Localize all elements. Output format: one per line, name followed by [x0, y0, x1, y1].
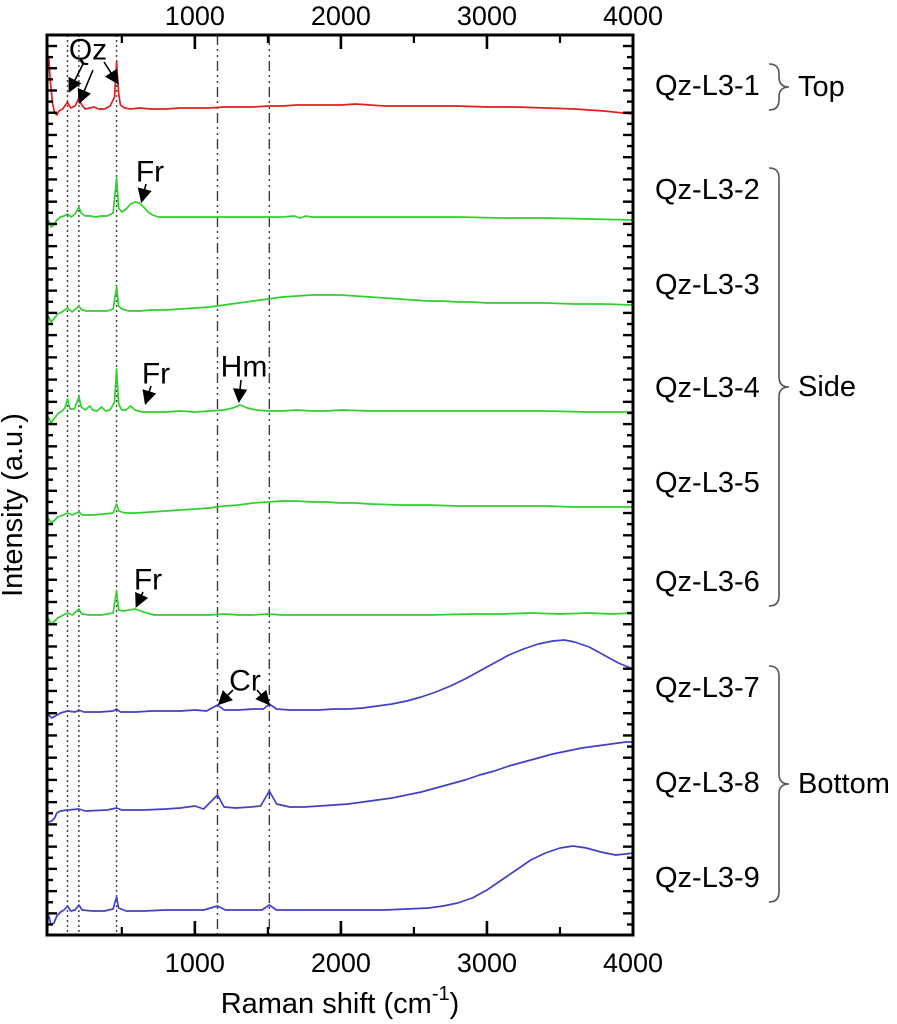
annotation-arrow-qz	[77, 69, 94, 104]
spectra-curves	[46, 58, 634, 926]
spectrum-line-qz-l3-5	[46, 500, 634, 524]
annotation-arrow-fr	[135, 591, 149, 608]
series-label-qz-l3-4: Qz-L3-4	[655, 372, 760, 404]
spectrum-line-qz-l3-2	[46, 177, 634, 228]
series-label-qz-l3-8: Qz-L3-8	[655, 767, 760, 799]
spectrum-line-qz-l3-8	[46, 741, 634, 823]
group-braces	[768, 63, 790, 903]
spectrum-line-qz-l3-1	[46, 58, 634, 116]
spectrum-line-qz-l3-6	[46, 590, 634, 625]
spectrum-line-qz-l3-7	[46, 639, 634, 719]
series-label-qz-l3-2: Qz-L3-2	[655, 174, 760, 206]
x-tick-label-bottom-4000: 4000	[603, 948, 663, 978]
x-tick-label-bottom-2000: 2000	[311, 948, 371, 978]
spectrum-line-qz-l3-9	[46, 845, 634, 926]
reference-lines	[66, 35, 271, 935]
annotation-label-cr-5: Cr	[229, 665, 261, 698]
x-tick-label-top-4000: 4000	[603, 1, 663, 31]
spectrum-line-qz-l3-3	[46, 286, 634, 323]
annotation-label-fr-1: Fr	[136, 156, 164, 189]
series-label-qz-l3-6: Qz-L3-6	[655, 566, 760, 598]
group-label-top: Top	[798, 71, 845, 103]
annotation-arrow-cr	[217, 689, 234, 706]
x-tick-label-top-3000: 3000	[457, 1, 517, 31]
x-tick-label-bottom-1000: 1000	[165, 948, 225, 978]
plot-border	[45, 33, 635, 937]
peak-annotations: Qz Fr Fr Hm Fr Cr	[68, 34, 271, 706]
annotation-label-fr-2: Fr	[142, 358, 170, 391]
spectrum-line-qz-l3-4	[46, 368, 634, 424]
annotation-arrow-qz	[68, 63, 84, 93]
series-label-qz-l3-9: Qz-L3-9	[655, 862, 760, 894]
group-label-bottom: Bottom	[798, 768, 890, 800]
annotation-arrow-cr	[255, 689, 271, 706]
annotation-label-qz-0: Qz	[69, 34, 107, 67]
series-label-qz-l3-3: Qz-L3-3	[655, 269, 760, 301]
series-labels: Qz-L3-1 Qz-L3-2 Qz-L3-3 Qz-L3-4 Qz-L3-5 Qz-L3…	[655, 70, 760, 894]
y-axis-title: Intensity (a.u.)	[0, 413, 29, 597]
annotation-label-fr-4: Fr	[134, 564, 162, 597]
annotation-arrow-fr	[137, 183, 152, 204]
series-label-qz-l3-1: Qz-L3-1	[655, 70, 760, 102]
group-label-side: Side	[798, 371, 856, 403]
group-brace-top	[768, 63, 790, 111]
annotation-arrow-fr	[142, 385, 157, 406]
annotation-arrow-hm	[232, 379, 248, 404]
x-tick-labels-bottom: 1000 2000 3000 4000	[165, 948, 663, 978]
x-tick-label-top-2000: 2000	[311, 1, 371, 31]
x-tick-label-top-1000: 1000	[165, 1, 225, 31]
x-tick-labels-top: 1000 2000 3000 4000	[165, 1, 663, 31]
annotation-arrow-qz	[103, 61, 119, 85]
group-labels: Top Side Bottom	[798, 71, 890, 800]
group-brace-bottom	[768, 665, 790, 903]
x-tick-label-bottom-3000: 3000	[457, 948, 517, 978]
x-axis-title: Raman shift (cm-1)	[221, 983, 460, 1020]
annotation-label-hm-3: Hm	[221, 351, 268, 384]
series-label-qz-l3-5: Qz-L3-5	[655, 467, 760, 499]
series-label-qz-l3-7: Qz-L3-7	[655, 672, 760, 704]
group-brace-side	[768, 167, 790, 607]
